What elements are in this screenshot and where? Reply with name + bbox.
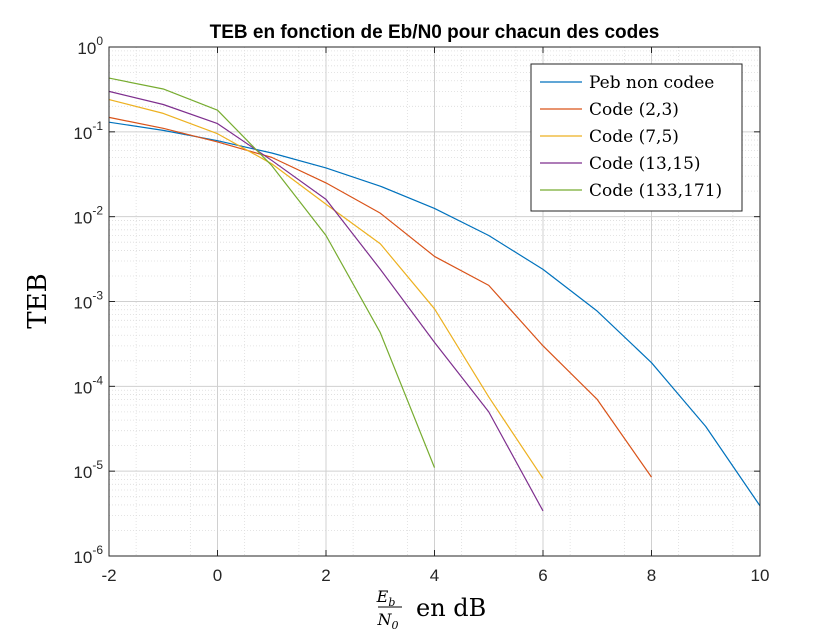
y-tick-label: 10-3 xyxy=(73,289,103,313)
x-label-denominator: N0 xyxy=(377,610,399,630)
legend-entries: Peb non codee Code (2,3) Code (7,5) Code (1… xyxy=(540,73,722,201)
y-tick-label: 10-2 xyxy=(73,204,103,228)
y-axis-label: TEB xyxy=(23,273,53,328)
y-tick-label: 100 xyxy=(77,34,103,58)
x-tick-label: 10 xyxy=(751,566,770,585)
series-line xyxy=(108,121,761,507)
legend-label: Code (133,171) xyxy=(589,181,722,201)
x-label-suffix: en dB xyxy=(416,594,486,622)
legend-label: Peb non codee xyxy=(589,73,714,93)
y-tick-label: 10-6 xyxy=(73,543,103,567)
legend-box xyxy=(530,63,743,212)
x-tick-labels: -2 0 2 4 6 8 10 xyxy=(101,566,769,585)
series-line xyxy=(108,98,544,479)
y-tick-label: 10-5 xyxy=(73,458,103,482)
x-tick-label: 6 xyxy=(538,566,547,585)
legend-label: Code (7,5) xyxy=(589,127,679,147)
legend-label: Code (2,3) xyxy=(589,100,679,120)
x-tick-label: 4 xyxy=(430,566,439,585)
series-lines xyxy=(108,77,761,512)
y-tick-label: 10-1 xyxy=(73,119,103,143)
series-line xyxy=(108,77,436,468)
y-tick-labels: 100 10-1 10-2 10-3 10-4 10-5 10-6 xyxy=(73,34,103,567)
x-tick-label: 8 xyxy=(647,566,656,585)
x-axis-label: Eb N0 en dB xyxy=(376,587,487,630)
x-tick-label: 0 xyxy=(213,566,222,585)
x-tick-label: 2 xyxy=(321,566,330,585)
chart-title: TEB en fonction de Eb/N0 pour chacun des… xyxy=(210,22,660,43)
x-label-numerator: Eb xyxy=(376,587,396,609)
legend-label: Code (13,15) xyxy=(589,154,701,174)
series-line xyxy=(108,116,652,478)
series-line xyxy=(108,90,544,512)
y-tick-label: 10-4 xyxy=(73,373,103,397)
x-tick-label: -2 xyxy=(101,566,116,585)
tick-marks xyxy=(108,46,761,557)
legend: Peb non codee Code (2,3) Code (7,5) Code (1… xyxy=(530,63,743,212)
